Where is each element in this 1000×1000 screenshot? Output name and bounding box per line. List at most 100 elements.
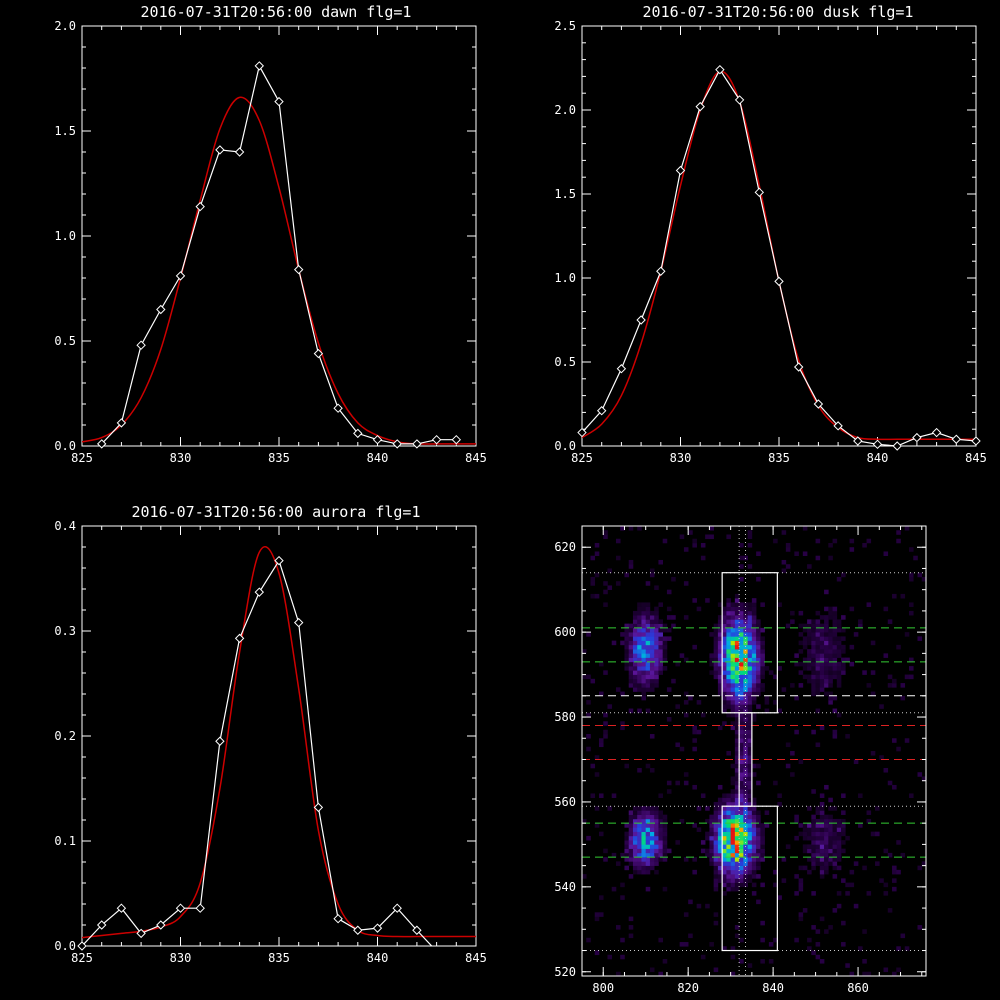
dusk-y-tick-label: 0.0 bbox=[554, 439, 576, 453]
dusk-data-point bbox=[656, 266, 666, 276]
dawn-data-point bbox=[254, 61, 265, 71]
dusk-data-point bbox=[754, 187, 765, 198]
dusk-y-tick-label: 1.0 bbox=[554, 271, 576, 285]
heatmap-x-tick-label: 820 bbox=[677, 981, 699, 995]
aurora-y-tick-label: 0.3 bbox=[54, 624, 76, 638]
dusk-data-point bbox=[951, 434, 962, 444]
aurora-fit-line bbox=[82, 546, 476, 939]
heatmap-y-tick-label: 580 bbox=[554, 710, 576, 724]
dusk-y-tick-label: 2.5 bbox=[554, 19, 576, 33]
dawn-data-point bbox=[313, 348, 324, 359]
dusk-y-tick-label: 2.0 bbox=[554, 103, 576, 117]
aurora-data-point bbox=[293, 617, 304, 628]
dusk-data-point bbox=[813, 399, 824, 409]
dusk-data-point bbox=[675, 165, 686, 176]
heatmap-y-tick-label: 560 bbox=[554, 795, 576, 809]
aurora-data-point bbox=[234, 633, 245, 644]
dusk-x-tick-label: 845 bbox=[965, 451, 987, 465]
aurora-data-point bbox=[392, 903, 402, 913]
dusk-data-point bbox=[616, 364, 627, 374]
dawn-data-point bbox=[274, 96, 284, 107]
heatmap-x-tick-label: 800 bbox=[592, 981, 614, 995]
dusk-y-tick-label: 0.5 bbox=[554, 355, 576, 369]
heatmap-region-box bbox=[738, 712, 753, 807]
aurora-data-point bbox=[156, 920, 166, 930]
heatmap-x-tick-label: 840 bbox=[762, 981, 784, 995]
panel-dawn: 2016-07-31T20:56:00 dawn flg=1 825 830 835… bbox=[54, 3, 487, 465]
heatmap-y-tick-label: 540 bbox=[554, 880, 576, 894]
aurora-x-tick-label: 845 bbox=[465, 951, 487, 965]
dawn-data-point bbox=[392, 439, 402, 449]
aurora-x-tick-label: 840 bbox=[367, 951, 389, 965]
dawn-data-point bbox=[431, 434, 442, 445]
dawn-data-point bbox=[372, 434, 383, 445]
heatmap-x-tick-label: 860 bbox=[847, 981, 869, 995]
aurora-data-point bbox=[353, 925, 363, 935]
dawn-y-tick-label: 2.0 bbox=[54, 19, 76, 33]
aurora-x-tick-label: 830 bbox=[170, 951, 192, 965]
dawn-frame bbox=[81, 25, 477, 447]
dawn-y-tick-label: 0.0 bbox=[54, 439, 76, 453]
dusk-x-tick-label: 835 bbox=[768, 451, 790, 465]
dusk-data-point bbox=[695, 101, 705, 112]
dawn-x-tick-label: 825 bbox=[71, 451, 93, 465]
aurora-data-point bbox=[175, 903, 186, 913]
aurora-frame bbox=[81, 525, 477, 947]
panel-aurora: 2016-07-31T20:56:00 aurora flg=1 825 830 8… bbox=[54, 503, 487, 965]
dawn-y-tick-label: 1.0 bbox=[54, 229, 76, 243]
panel-dawn-title: 2016-07-31T20:56:00 dawn flg=1 bbox=[141, 3, 412, 21]
panel-heatmap: 800 820 840 860 520 540 560 580 600 620 bbox=[554, 525, 927, 995]
dawn-data-point bbox=[116, 418, 127, 428]
dawn-data-point bbox=[175, 271, 186, 281]
aurora-y-tick-label: 0.2 bbox=[54, 729, 76, 743]
aurora-data-point bbox=[77, 941, 87, 951]
dusk-data-point bbox=[596, 406, 607, 416]
dusk-x-tick-label: 840 bbox=[867, 451, 889, 465]
aurora-data-point bbox=[333, 913, 343, 924]
aurora-data-point bbox=[274, 555, 284, 566]
dusk-fit-line bbox=[582, 70, 976, 441]
dusk-data-line bbox=[582, 68, 976, 446]
dusk-data-point bbox=[734, 95, 745, 105]
aurora-y-tick-label: 0.4 bbox=[54, 519, 76, 533]
dawn-data-point bbox=[293, 264, 304, 275]
dawn-x-tick-label: 835 bbox=[268, 451, 290, 465]
dawn-x-tick-label: 840 bbox=[367, 451, 389, 465]
dawn-data-point bbox=[412, 439, 422, 449]
dawn-data-point bbox=[451, 434, 462, 445]
aurora-y-tick-label: 0.0 bbox=[54, 939, 76, 953]
dusk-data-point bbox=[793, 362, 804, 372]
dawn-data-point bbox=[234, 147, 245, 157]
aurora-data-point bbox=[195, 903, 205, 913]
dusk-data-point bbox=[853, 436, 863, 446]
dusk-data-point bbox=[636, 315, 646, 325]
aurora-data-point bbox=[136, 928, 146, 939]
dusk-data-point bbox=[833, 421, 843, 431]
dawn-data-point bbox=[333, 403, 343, 413]
dusk-frame bbox=[581, 25, 977, 447]
dusk-data-point bbox=[971, 436, 981, 446]
dawn-data-point bbox=[156, 304, 166, 315]
heatmap-y-tick-label: 600 bbox=[554, 625, 576, 639]
dusk-x-tick-label: 825 bbox=[571, 451, 593, 465]
dawn-x-tick-label: 845 bbox=[465, 451, 487, 465]
dusk-data-point bbox=[715, 64, 725, 75]
aurora-data-point bbox=[372, 923, 383, 933]
dusk-data-point bbox=[774, 276, 784, 287]
aurora-y-tick-label: 0.1 bbox=[54, 834, 76, 848]
panel-dusk: 2016-07-31T20:56:00 dusk flg=1 825 830 835… bbox=[554, 3, 987, 465]
aurora-data-point bbox=[116, 903, 127, 913]
aurora-data-point bbox=[96, 920, 107, 930]
dawn-data-point bbox=[353, 428, 363, 439]
dusk-data-point bbox=[872, 439, 883, 450]
dusk-x-tick-label: 830 bbox=[670, 451, 692, 465]
heatmap-frame bbox=[581, 525, 927, 977]
aurora-x-tick-label: 825 bbox=[71, 951, 93, 965]
dawn-fit-line bbox=[82, 96, 476, 445]
dawn-x-tick-label: 830 bbox=[170, 451, 192, 465]
dusk-y-tick-label: 1.5 bbox=[554, 187, 576, 201]
heatmap-y-tick-label: 620 bbox=[554, 540, 576, 554]
dusk-data-point bbox=[577, 427, 587, 438]
aurora-data-point bbox=[313, 802, 324, 813]
dawn-data-point bbox=[215, 145, 225, 155]
